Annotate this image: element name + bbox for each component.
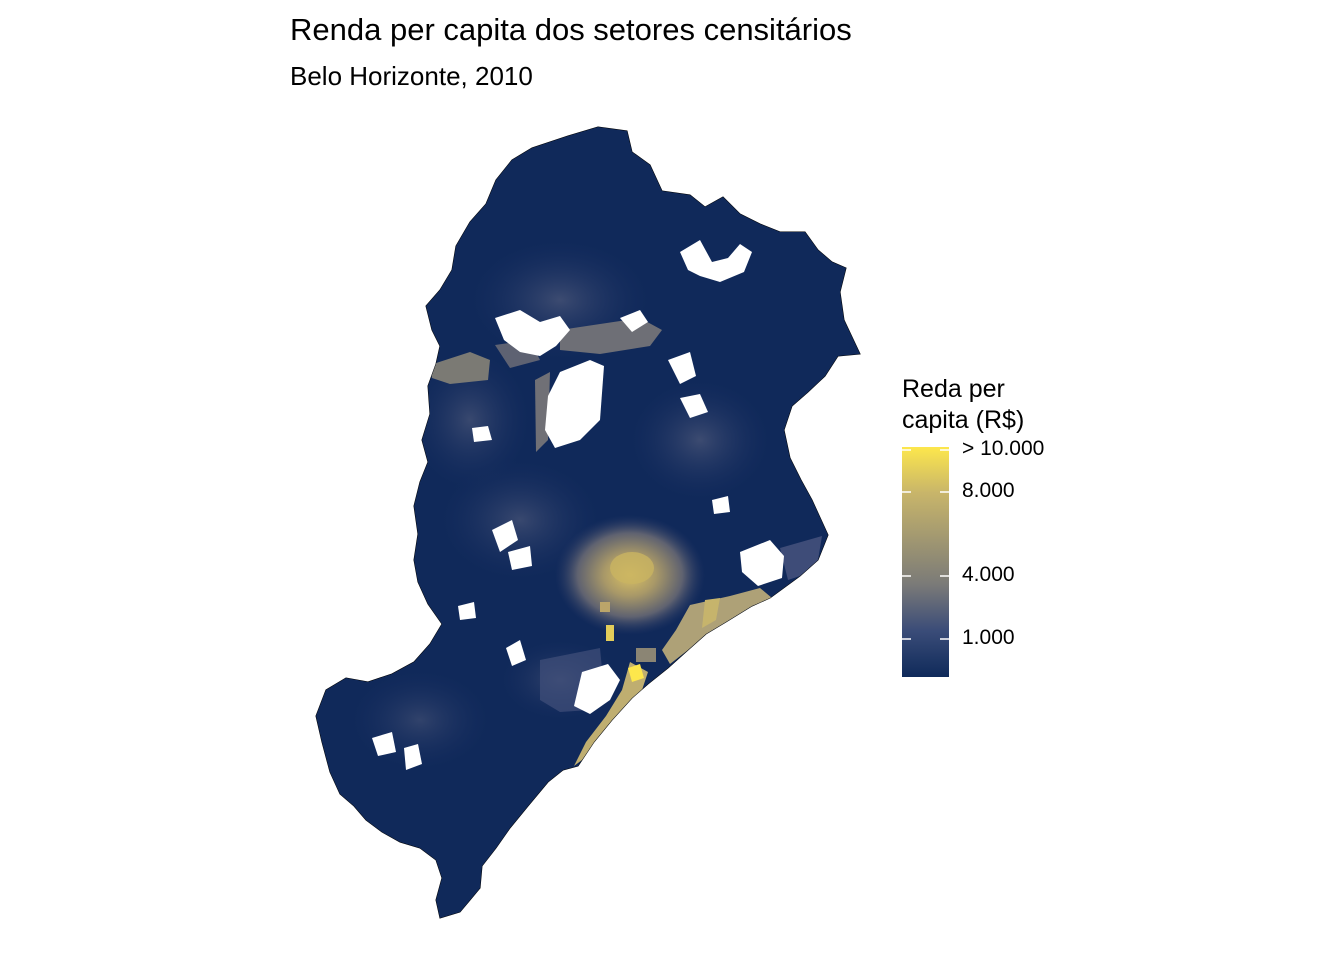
chart-subtitle: Belo Horizonte, 2010 [290,61,533,91]
legend-tick-label: 1.000 [962,626,1015,649]
gap-east-mid [680,394,708,418]
southern-corridor [574,662,648,766]
gap-center-west [492,520,518,552]
tract-yellow-2 [600,602,610,612]
gap-west-small [472,426,492,442]
legend-tick-label: 4.000 [962,563,1015,586]
tract-cluster-east [630,380,770,500]
gap-airport [545,360,604,448]
legend-colorbar [902,447,949,677]
gap-mangabeiras [740,540,784,586]
southeast-high-income [662,588,772,664]
highest-income-tract [628,664,644,682]
tract-cluster-west [410,350,530,490]
gap-southwest [506,640,526,666]
tract-cluster-center-west [440,460,600,580]
census-tracts [316,127,860,918]
gap-west-pocket [458,602,476,620]
gap-south-center [574,664,620,714]
tract-gray-south-1 [636,648,656,662]
legend-title-line1: Reda per [902,375,1005,403]
legend-ticks [902,449,949,640]
gap-north-east [680,240,752,282]
gap-north-small [620,310,648,332]
tract-east-gray [780,536,822,580]
gap-east-small [668,352,696,384]
gap-barreiro-1 [372,732,396,756]
gap-west-mid [508,546,532,570]
gap-pampulha-lake [495,310,570,356]
southeast-strip [702,598,720,628]
central-core [610,552,654,584]
chart-title: Renda per capita dos setores censitários [290,12,852,47]
legend-title: Reda per capita (R$) [902,374,1024,436]
legend-tick-label: > 10.000 [962,437,1045,460]
tract-gray-west [430,352,490,384]
gap-barreiro-2 [404,744,422,770]
legend-tick-label: 8.000 [962,479,1015,502]
legend-title-line2: capita (R$) [902,406,1025,434]
tract-yellow-1 [606,625,614,641]
gap-center-east [712,496,730,514]
